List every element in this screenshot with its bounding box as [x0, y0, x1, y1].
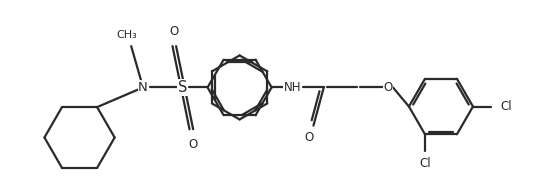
Text: CH₃: CH₃ — [117, 30, 137, 40]
Text: O: O — [304, 131, 314, 144]
Text: NH: NH — [284, 81, 302, 94]
Text: O: O — [169, 25, 178, 38]
Text: N: N — [138, 81, 148, 94]
Text: Cl: Cl — [500, 100, 512, 113]
Text: Cl: Cl — [419, 157, 431, 170]
Text: S: S — [178, 80, 188, 95]
Text: O: O — [189, 137, 198, 151]
Text: O: O — [383, 81, 392, 94]
